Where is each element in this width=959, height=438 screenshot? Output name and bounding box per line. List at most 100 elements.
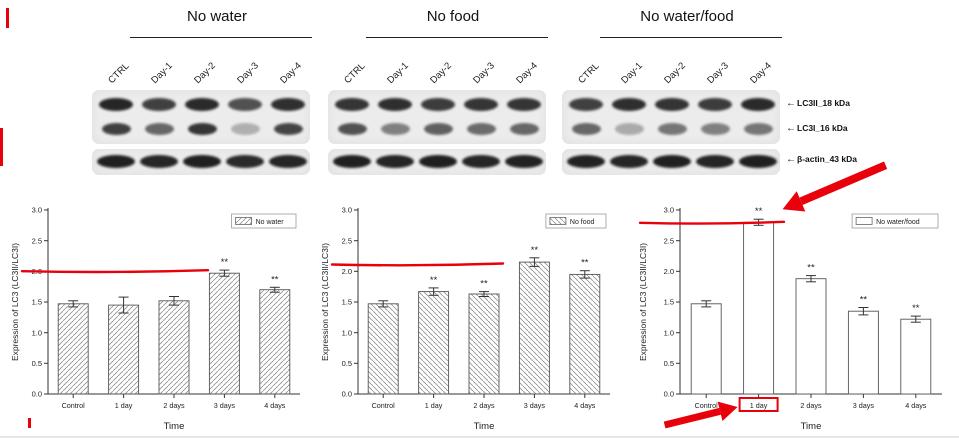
legend-label: No water/food bbox=[876, 219, 920, 226]
red-annotation-line bbox=[638, 220, 786, 225]
lane-label: CTRL bbox=[342, 60, 368, 86]
significance-marker: ** bbox=[807, 263, 815, 274]
lc3ii-band bbox=[741, 98, 775, 111]
y-tick-label: 1.5 bbox=[342, 298, 352, 307]
lc3i-band bbox=[380, 123, 410, 135]
y-tick-label: 1.0 bbox=[32, 328, 42, 337]
bar bbox=[259, 289, 291, 395]
lc3ii-band bbox=[185, 98, 219, 111]
actin-band bbox=[739, 155, 777, 168]
group-underline bbox=[366, 37, 548, 38]
lane-labels: CTRL Day-1 Day-2 Day-3 Day-4 bbox=[92, 40, 312, 88]
significance-marker: ** bbox=[271, 274, 279, 285]
lane-labels: CTRL Day-1 Day-2 Day-3 Day-4 bbox=[328, 40, 548, 88]
actin-band bbox=[610, 155, 648, 168]
bar-charts-section: 0.0 0.5 1.0 1.5 2.0 2.5 3.0 Control 1 day 2 days 3… bbox=[0, 161, 959, 436]
actin-band bbox=[567, 155, 605, 168]
x-tick-label: 4 days bbox=[264, 401, 286, 410]
group-underline bbox=[600, 37, 782, 38]
highlight-box bbox=[738, 397, 779, 412]
x-tick-label: 1 day bbox=[115, 401, 133, 410]
lane-label: Day-3 bbox=[471, 60, 497, 86]
significance-marker: ** bbox=[860, 295, 868, 306]
blot-group-no-food: No food CTRL Day-1 Day-2 Day-3 Day-4 bbox=[328, 8, 548, 180]
y-axis-ticks: 0.00.51.01.52.02.53.0 bbox=[342, 206, 358, 399]
lane-label: Day-3 bbox=[235, 60, 261, 86]
lane-label: Day-4 bbox=[748, 60, 774, 86]
blot-group-title: No water bbox=[186, 8, 248, 25]
lc3i-band bbox=[187, 123, 217, 135]
x-tick-label: 2 days bbox=[163, 401, 185, 410]
lc3i-band bbox=[144, 123, 174, 135]
actin-blot-image bbox=[562, 149, 780, 175]
x-tick-label: 2 days bbox=[473, 401, 495, 410]
chart-legend: No water bbox=[231, 213, 297, 229]
lc3i-band bbox=[423, 123, 453, 135]
x-tick-label: 4 days bbox=[905, 401, 927, 410]
red-arrow-to-tick bbox=[663, 401, 738, 429]
y-tick-label: 2.5 bbox=[664, 236, 674, 245]
y-tick-label: 2.5 bbox=[32, 236, 42, 245]
actin-band bbox=[226, 155, 264, 168]
actin-band bbox=[462, 155, 500, 168]
lc3i-band bbox=[509, 123, 539, 135]
y-tick-label: 0.5 bbox=[342, 359, 352, 368]
lane-label: CTRL bbox=[106, 60, 132, 86]
chart-no-water-food: 0.0 0.5 1.0 1.5 2.0 2.5 3.0 Control 1 day 2 days 3… bbox=[636, 161, 952, 434]
lane-label: Day-2 bbox=[192, 60, 218, 86]
lc3-blot-image bbox=[562, 90, 780, 144]
lc3ii-band bbox=[228, 98, 262, 111]
legend-label: No food bbox=[570, 219, 595, 226]
bar bbox=[208, 272, 240, 395]
left-arrow-icon: ← bbox=[786, 154, 796, 165]
bar bbox=[690, 303, 722, 395]
lc3-blot-image bbox=[92, 90, 310, 144]
red-annotation-line bbox=[20, 269, 210, 274]
lc3ii-band bbox=[378, 98, 412, 111]
error-bars bbox=[378, 257, 590, 308]
left-arrow-icon: ← bbox=[786, 123, 796, 134]
band-label-text: LC3II_18 kDa bbox=[797, 98, 850, 108]
lane-label: Day-1 bbox=[149, 60, 175, 86]
band-label-text: LC3I_16 kDa bbox=[797, 123, 848, 133]
blot-group-no-water: No water CTRL Day-1 Day-2 Day-3 Day-4 bbox=[92, 8, 312, 180]
y-tick-label: 3.0 bbox=[32, 206, 42, 215]
error-bars bbox=[68, 269, 280, 314]
y-tick-label: 3.0 bbox=[664, 206, 674, 215]
lane-label: Day-1 bbox=[385, 60, 411, 86]
y-axis-ticks: 0.00.51.01.52.02.53.0 bbox=[32, 206, 48, 399]
x-tick-label: Control bbox=[372, 401, 396, 410]
actin-band bbox=[269, 155, 307, 168]
blot-group-title: No food bbox=[426, 8, 480, 25]
lc3i-band bbox=[700, 123, 730, 135]
actin-band bbox=[696, 155, 734, 168]
lane-label: Day-4 bbox=[514, 60, 540, 86]
bar bbox=[158, 300, 190, 395]
lc3ii-band bbox=[142, 98, 176, 111]
lc3ii-band bbox=[271, 98, 305, 111]
lane-labels: CTRL Day-1 Day-2 Day-3 Day-4 bbox=[562, 40, 782, 88]
lane-label: Day-2 bbox=[428, 60, 454, 86]
chart-legend: No water/food bbox=[851, 213, 939, 229]
y-tick-label: 2.0 bbox=[664, 267, 674, 276]
red-annotation-mark bbox=[6, 8, 9, 28]
lane-label: CTRL bbox=[576, 60, 602, 86]
significance-marker: ** bbox=[912, 303, 920, 314]
lc3i-band bbox=[466, 123, 496, 135]
lc3i-band bbox=[101, 123, 131, 135]
y-tick-label: 0.0 bbox=[342, 390, 352, 399]
x-tick-label: Control bbox=[62, 401, 86, 410]
actin-band bbox=[183, 155, 221, 168]
lc3ii-band bbox=[612, 98, 646, 111]
actin-band bbox=[333, 155, 371, 168]
x-axis-ticks: Control 1 day 2 days 3 days 4 days bbox=[62, 394, 286, 410]
x-axis-title: Time bbox=[164, 421, 185, 432]
band-label-lc3ii: ←LC3II_18 kDa bbox=[786, 98, 850, 109]
lc3i-band bbox=[230, 123, 260, 135]
lc3i-band bbox=[614, 123, 644, 135]
red-annotation-mark bbox=[0, 128, 3, 166]
